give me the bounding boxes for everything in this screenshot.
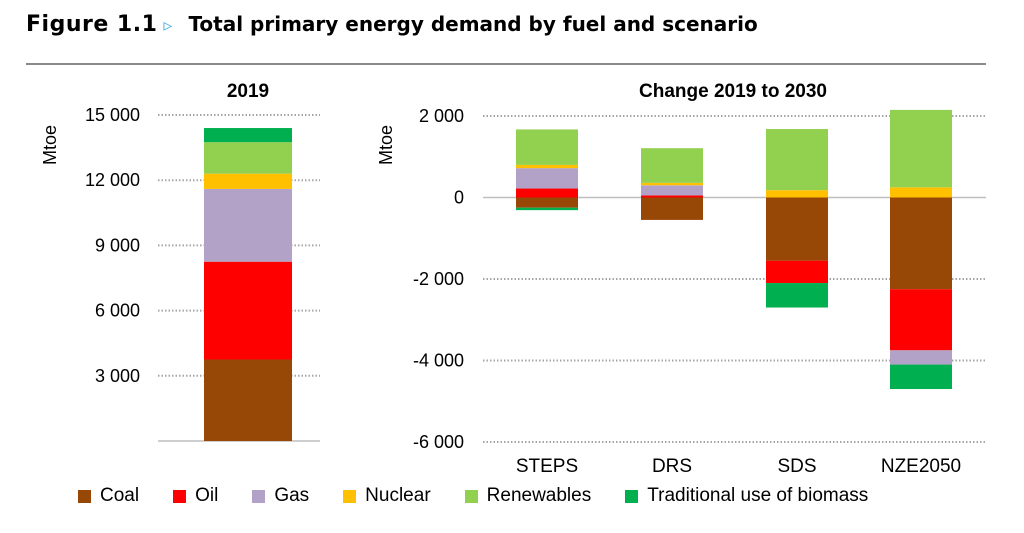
- x-tick-label: DRS: [652, 456, 692, 477]
- x-tick-label: NZE2050: [881, 456, 961, 477]
- legend-item: Gas: [252, 485, 309, 507]
- y-tick-label: 0: [454, 188, 464, 208]
- legend-swatch: [625, 489, 639, 503]
- y-tick-label: 2 000: [419, 106, 464, 126]
- bar-segment: [890, 289, 952, 351]
- bar-segment: [516, 197, 578, 208]
- bar-segment: [890, 109, 952, 188]
- bar-segment: [890, 350, 952, 365]
- bar-segment: [766, 260, 828, 284]
- legend-item: Oil: [173, 485, 218, 507]
- y-tick-label: -2 000: [413, 269, 464, 289]
- legend-label: Coal: [100, 485, 140, 506]
- bar-segment: [766, 283, 828, 308]
- legend-label: Oil: [195, 485, 219, 506]
- triangle-right-icon: ▹: [163, 15, 173, 36]
- legend-swatch: [252, 489, 266, 503]
- bar-segment: [516, 188, 578, 198]
- header-divider: [26, 63, 986, 65]
- bar-segment: [641, 185, 703, 196]
- legend-swatch: [173, 489, 187, 503]
- bar-segment: [641, 197, 703, 220]
- x-tick-label: STEPS: [516, 456, 578, 477]
- figure-header: Figure 1.1 ▹ Total primary energy demand b…: [26, 12, 758, 52]
- bar-segment: [890, 364, 952, 390]
- figure-label: Figure 1.1: [26, 12, 158, 37]
- bar-segment: [641, 195, 703, 198]
- y-tick-label: -6 000: [413, 432, 464, 452]
- panel-title: 2019: [227, 81, 269, 102]
- bar-segment: [516, 168, 578, 189]
- legend-label: Traditional use of biomass: [647, 485, 869, 506]
- legend-label: Renewables: [486, 485, 592, 506]
- y-tick-label: 12 000: [85, 170, 140, 190]
- panel-title: Change 2019 to 2030: [639, 81, 827, 102]
- bar-segment: [890, 197, 952, 290]
- legend-swatch: [464, 489, 478, 503]
- bar-segment: [516, 164, 578, 169]
- y-tick-label: -4 000: [413, 351, 464, 371]
- legend-item: Traditional use of biomass: [625, 485, 868, 507]
- bar-segment: [766, 190, 828, 198]
- bar-segment: [204, 128, 292, 143]
- bar-segment: [516, 129, 578, 165]
- y-axis-label: Mtoe: [40, 125, 60, 165]
- bar-segment: [641, 148, 703, 183]
- y-tick-label: 15 000: [85, 105, 140, 125]
- legend-swatch: [343, 489, 357, 503]
- bar-segment: [516, 207, 578, 211]
- y-tick-label: 3 000: [95, 366, 140, 386]
- bar-segment: [204, 188, 292, 262]
- y-tick-label: 6 000: [95, 301, 140, 321]
- bar-segment: [766, 197, 828, 261]
- bar-segment: [890, 187, 952, 198]
- chart-legend: Coal Oil Gas Nuclear Renewables Traditional u…: [78, 485, 902, 507]
- x-tick-label: SDS: [777, 456, 816, 477]
- bar-segment: [204, 142, 292, 174]
- legend-label: Nuclear: [365, 485, 431, 506]
- y-axis-label: Mtoe: [376, 125, 396, 165]
- legend-item: Coal: [78, 485, 139, 507]
- bar-segment: [204, 261, 292, 360]
- legend-label: Gas: [274, 485, 310, 506]
- legend-item: Nuclear: [343, 485, 431, 507]
- bar-segment: [204, 359, 292, 441]
- bar-segment: [766, 129, 828, 191]
- legend-item: Renewables: [464, 485, 592, 507]
- bar-segment: [641, 182, 703, 186]
- legend-swatch: [78, 489, 91, 503]
- figure-title: Total primary energy demand by fuel and …: [188, 12, 758, 36]
- y-tick-label: 9 000: [95, 235, 140, 255]
- bar-segment: [204, 173, 292, 189]
